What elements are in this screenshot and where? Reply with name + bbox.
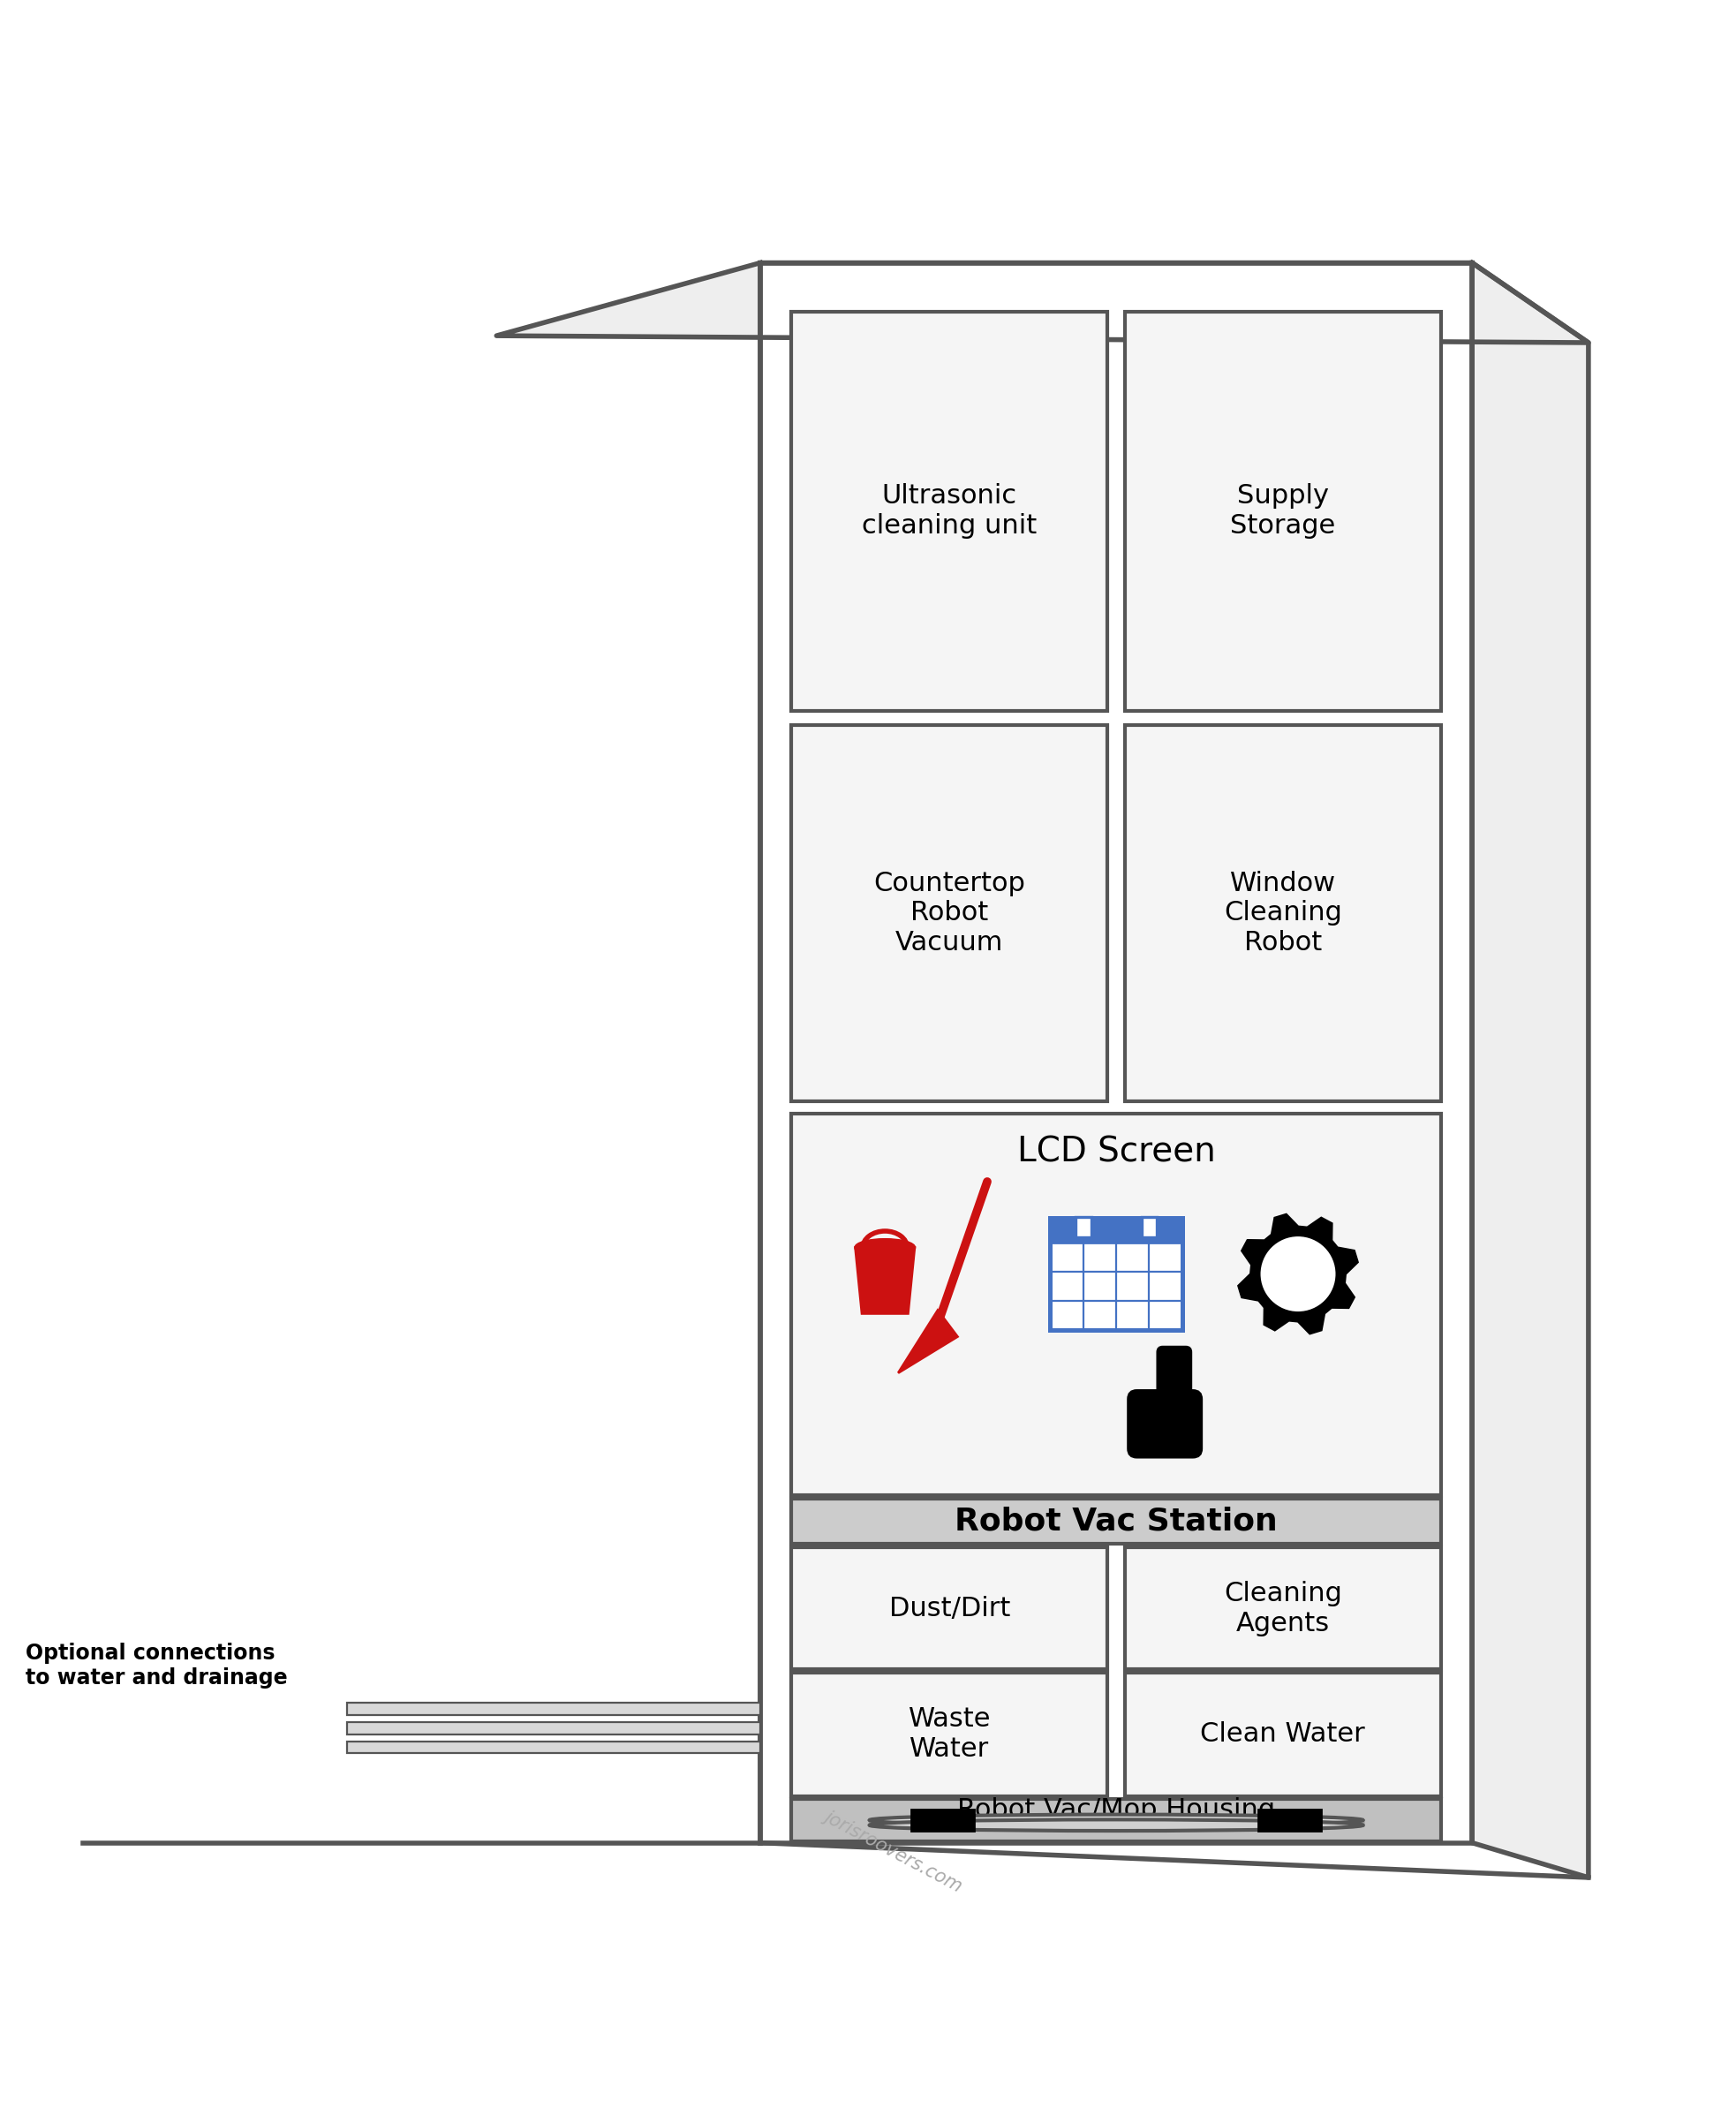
Text: Window
Cleaning
Robot: Window Cleaning Robot [1224,870,1342,956]
Polygon shape [1472,262,1588,1877]
Polygon shape [1238,1215,1358,1333]
Ellipse shape [870,1820,1363,1830]
Bar [1125,311,1441,711]
Text: jorisroovers.com: jorisroovers.com [821,1807,965,1896]
Bar [1259,1809,1321,1830]
Bar [1125,1547,1441,1670]
Polygon shape [856,1248,915,1314]
Bar [792,1113,1441,1496]
Text: Robot Vac/Mop Housing: Robot Vac/Mop Housing [957,1796,1276,1822]
Text: Waste
Water: Waste Water [908,1708,991,1763]
FancyBboxPatch shape [1158,1348,1191,1418]
Polygon shape [898,1310,958,1373]
Bar [792,1672,1108,1796]
Text: Ultrasonic
cleaning unit: Ultrasonic cleaning unit [863,482,1036,540]
Bar [792,1547,1108,1670]
Ellipse shape [870,1816,1363,1826]
Bar [1050,1219,1182,1242]
Bar [1050,1219,1182,1331]
Text: LCD Screen: LCD Screen [1017,1134,1215,1168]
Bar [1075,1217,1092,1238]
Text: Countertop
Robot
Vacuum: Countertop Robot Vacuum [873,870,1026,956]
Circle shape [1262,1238,1335,1310]
Text: Supply
Storage: Supply Storage [1231,482,1335,540]
Bar [347,1703,760,1716]
Ellipse shape [856,1240,915,1255]
Bar [1141,1217,1158,1238]
Bar [760,262,1472,1843]
FancyBboxPatch shape [1128,1390,1201,1458]
Bar [792,311,1108,711]
Text: Cleaning
Agents: Cleaning Agents [1224,1581,1342,1636]
Bar [792,724,1108,1102]
Bar [1125,724,1441,1102]
Bar [347,1722,760,1735]
Bar [1125,1672,1441,1796]
Bar [792,1799,1441,1841]
Polygon shape [496,262,1588,343]
Polygon shape [870,1820,1363,1826]
Bar [911,1809,974,1830]
Text: Robot Vac Station: Robot Vac Station [955,1507,1278,1536]
Bar [792,1498,1441,1545]
Text: Dust/Dirt: Dust/Dirt [889,1595,1010,1621]
Text: Clean Water: Clean Water [1201,1722,1364,1748]
Text: Optional connections
to water and drainage: Optional connections to water and draina… [26,1642,288,1689]
Bar [347,1741,760,1754]
